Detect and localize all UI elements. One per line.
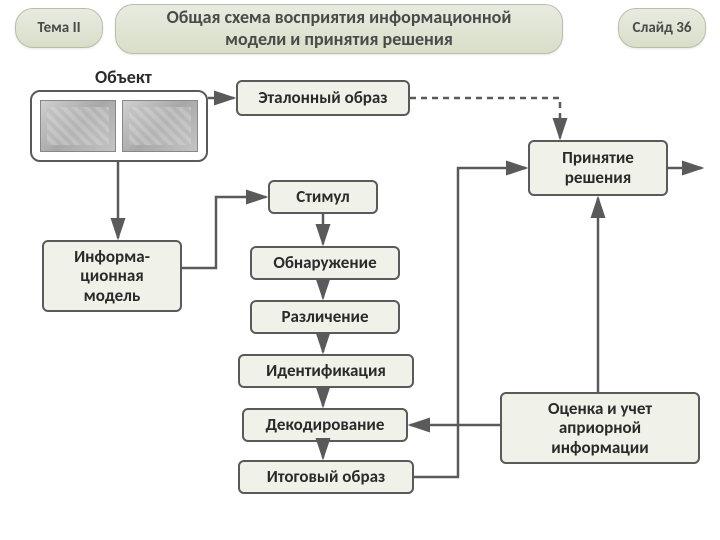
object-label: Объект	[95, 66, 152, 88]
slide-label: Слайд 36	[633, 19, 692, 37]
node-final: Итоговый образ	[238, 460, 414, 494]
node-identify: Идентификация	[238, 354, 414, 388]
slide-pill: Слайд 36	[618, 8, 706, 48]
node-infomodel: Информа- ционная модель	[42, 240, 182, 312]
object-thumb-1	[40, 100, 116, 152]
node-stimul: Стимул	[268, 180, 378, 214]
title-pill: Общая схема восприятия информационной мо…	[115, 4, 563, 54]
node-decode: Декодирование	[242, 408, 408, 442]
title-text: Общая схема восприятия информационной мо…	[167, 7, 512, 50]
node-prior: Оценка и учет априорной информации	[500, 392, 700, 464]
theme-label: Тема II	[37, 19, 80, 37]
node-etalon: Эталонный образ	[236, 80, 410, 116]
node-distinguish: Различение	[250, 300, 400, 334]
node-detect: Обнаружение	[250, 246, 400, 280]
object-thumb-2	[122, 100, 198, 152]
theme-pill: Тема II	[15, 8, 103, 48]
object-frame	[30, 90, 208, 162]
node-decision: Принятие решения	[528, 140, 668, 196]
